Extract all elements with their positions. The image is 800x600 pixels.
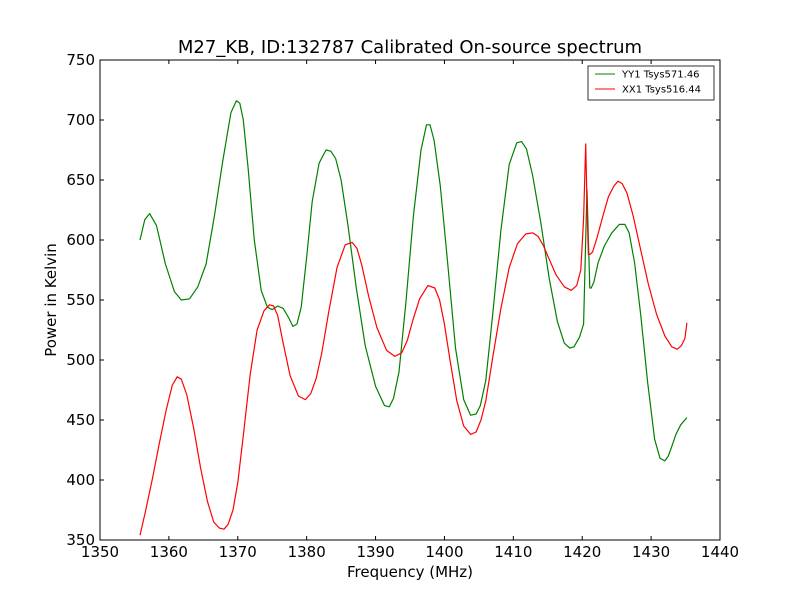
x-tick-label: 1380 — [288, 543, 326, 561]
legend-label-xx1: XX1 Tsys516.44 — [622, 85, 701, 96]
x-tick-label: 1390 — [356, 543, 394, 561]
x-tick-label: 1400 — [425, 543, 463, 561]
series-line-yy1 — [139, 100, 688, 462]
x-tick-label: 1350 — [81, 543, 119, 561]
x-tick-label: 1370 — [219, 543, 257, 561]
x-ticks: 1350 1360 1370 1380 1390 1400 1410 1420 1430 1440 — [81, 60, 739, 561]
x-tick-label: 1420 — [563, 543, 601, 561]
legend: YY1 Tsys571.46 XX1 Tsys516.44 — [587, 65, 715, 101]
plot-frame — [99, 59, 721, 541]
y-tick-label: 700 — [66, 111, 95, 129]
plot-lines — [139, 100, 688, 536]
y-axis-label: Power in Kelvin — [42, 243, 60, 357]
y-tick-label: 550 — [66, 291, 95, 309]
x-axis-label: Frequency (MHz) — [347, 563, 473, 581]
x-tick-label: 1440 — [701, 543, 739, 561]
series-line-xx1 — [139, 143, 688, 536]
y-tick-label: 400 — [66, 471, 95, 489]
y-ticks: 350 400 450 500 550 600 650 700 750 — [66, 51, 720, 549]
x-tick-label: 1360 — [150, 543, 188, 561]
y-tick-label: 350 — [66, 531, 95, 549]
y-tick-label: 600 — [66, 231, 95, 249]
x-tick-label: 1410 — [494, 543, 532, 561]
legend-box — [587, 65, 715, 101]
y-tick-label: 650 — [66, 171, 95, 189]
y-tick-label: 500 — [66, 351, 95, 369]
legend-label-yy1: YY1 Tsys571.46 — [621, 70, 700, 81]
y-tick-label: 750 — [66, 51, 95, 69]
y-tick-label: 450 — [66, 411, 95, 429]
x-tick-label: 1430 — [632, 543, 670, 561]
chart-title: M27_KB, ID:132787 Calibrated On-source s… — [178, 37, 642, 58]
